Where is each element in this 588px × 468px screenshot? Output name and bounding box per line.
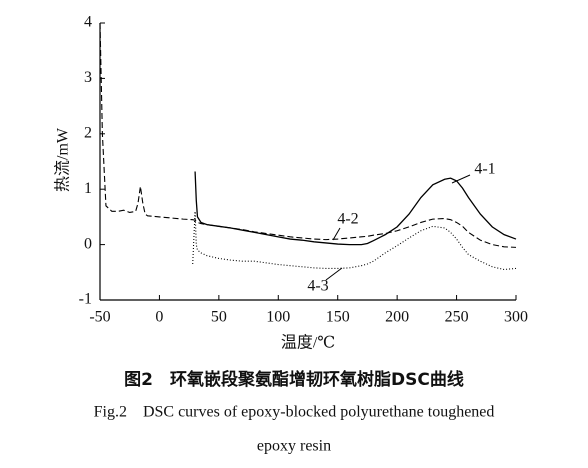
x-tick-label: 50: [211, 309, 227, 326]
x-tick-label: -50: [89, 309, 110, 326]
series-label: 4-2: [337, 211, 358, 228]
x-axis-label: 温度/℃: [281, 334, 335, 352]
x-tick-label: 150: [326, 309, 350, 326]
y-tick-label: 1: [84, 180, 92, 197]
x-tick-label: 100: [266, 309, 290, 326]
x-tick-label: 300: [504, 309, 528, 326]
label-leader: [332, 227, 341, 241]
y-axis-label: 热流/mW: [54, 127, 72, 192]
x-tick-label: 200: [385, 309, 409, 326]
caption-zh: 图2 环氧嵌段聚氨酯增韧环氧树脂DSC曲线: [124, 369, 464, 390]
caption-en: Fig.2 DSC curves of epoxy-blocked polyur…: [94, 404, 495, 421]
caption-en: epoxy resin: [257, 438, 331, 455]
series-label: 4-1: [474, 161, 495, 178]
y-tick-label: -1: [79, 291, 92, 308]
x-tick-label: 0: [155, 309, 163, 326]
series-line: [192, 211, 517, 271]
y-tick-label: 4: [84, 14, 92, 31]
series-label: 4-3: [307, 278, 328, 295]
y-tick-label: 2: [84, 124, 92, 141]
x-tick-label: 250: [445, 309, 469, 326]
label-leader: [451, 174, 471, 184]
y-tick-label: 0: [84, 235, 92, 252]
y-tick-label: 3: [84, 69, 92, 86]
series-line: [99, 22, 517, 248]
label-leader: [325, 267, 343, 281]
series-line: [194, 171, 517, 246]
